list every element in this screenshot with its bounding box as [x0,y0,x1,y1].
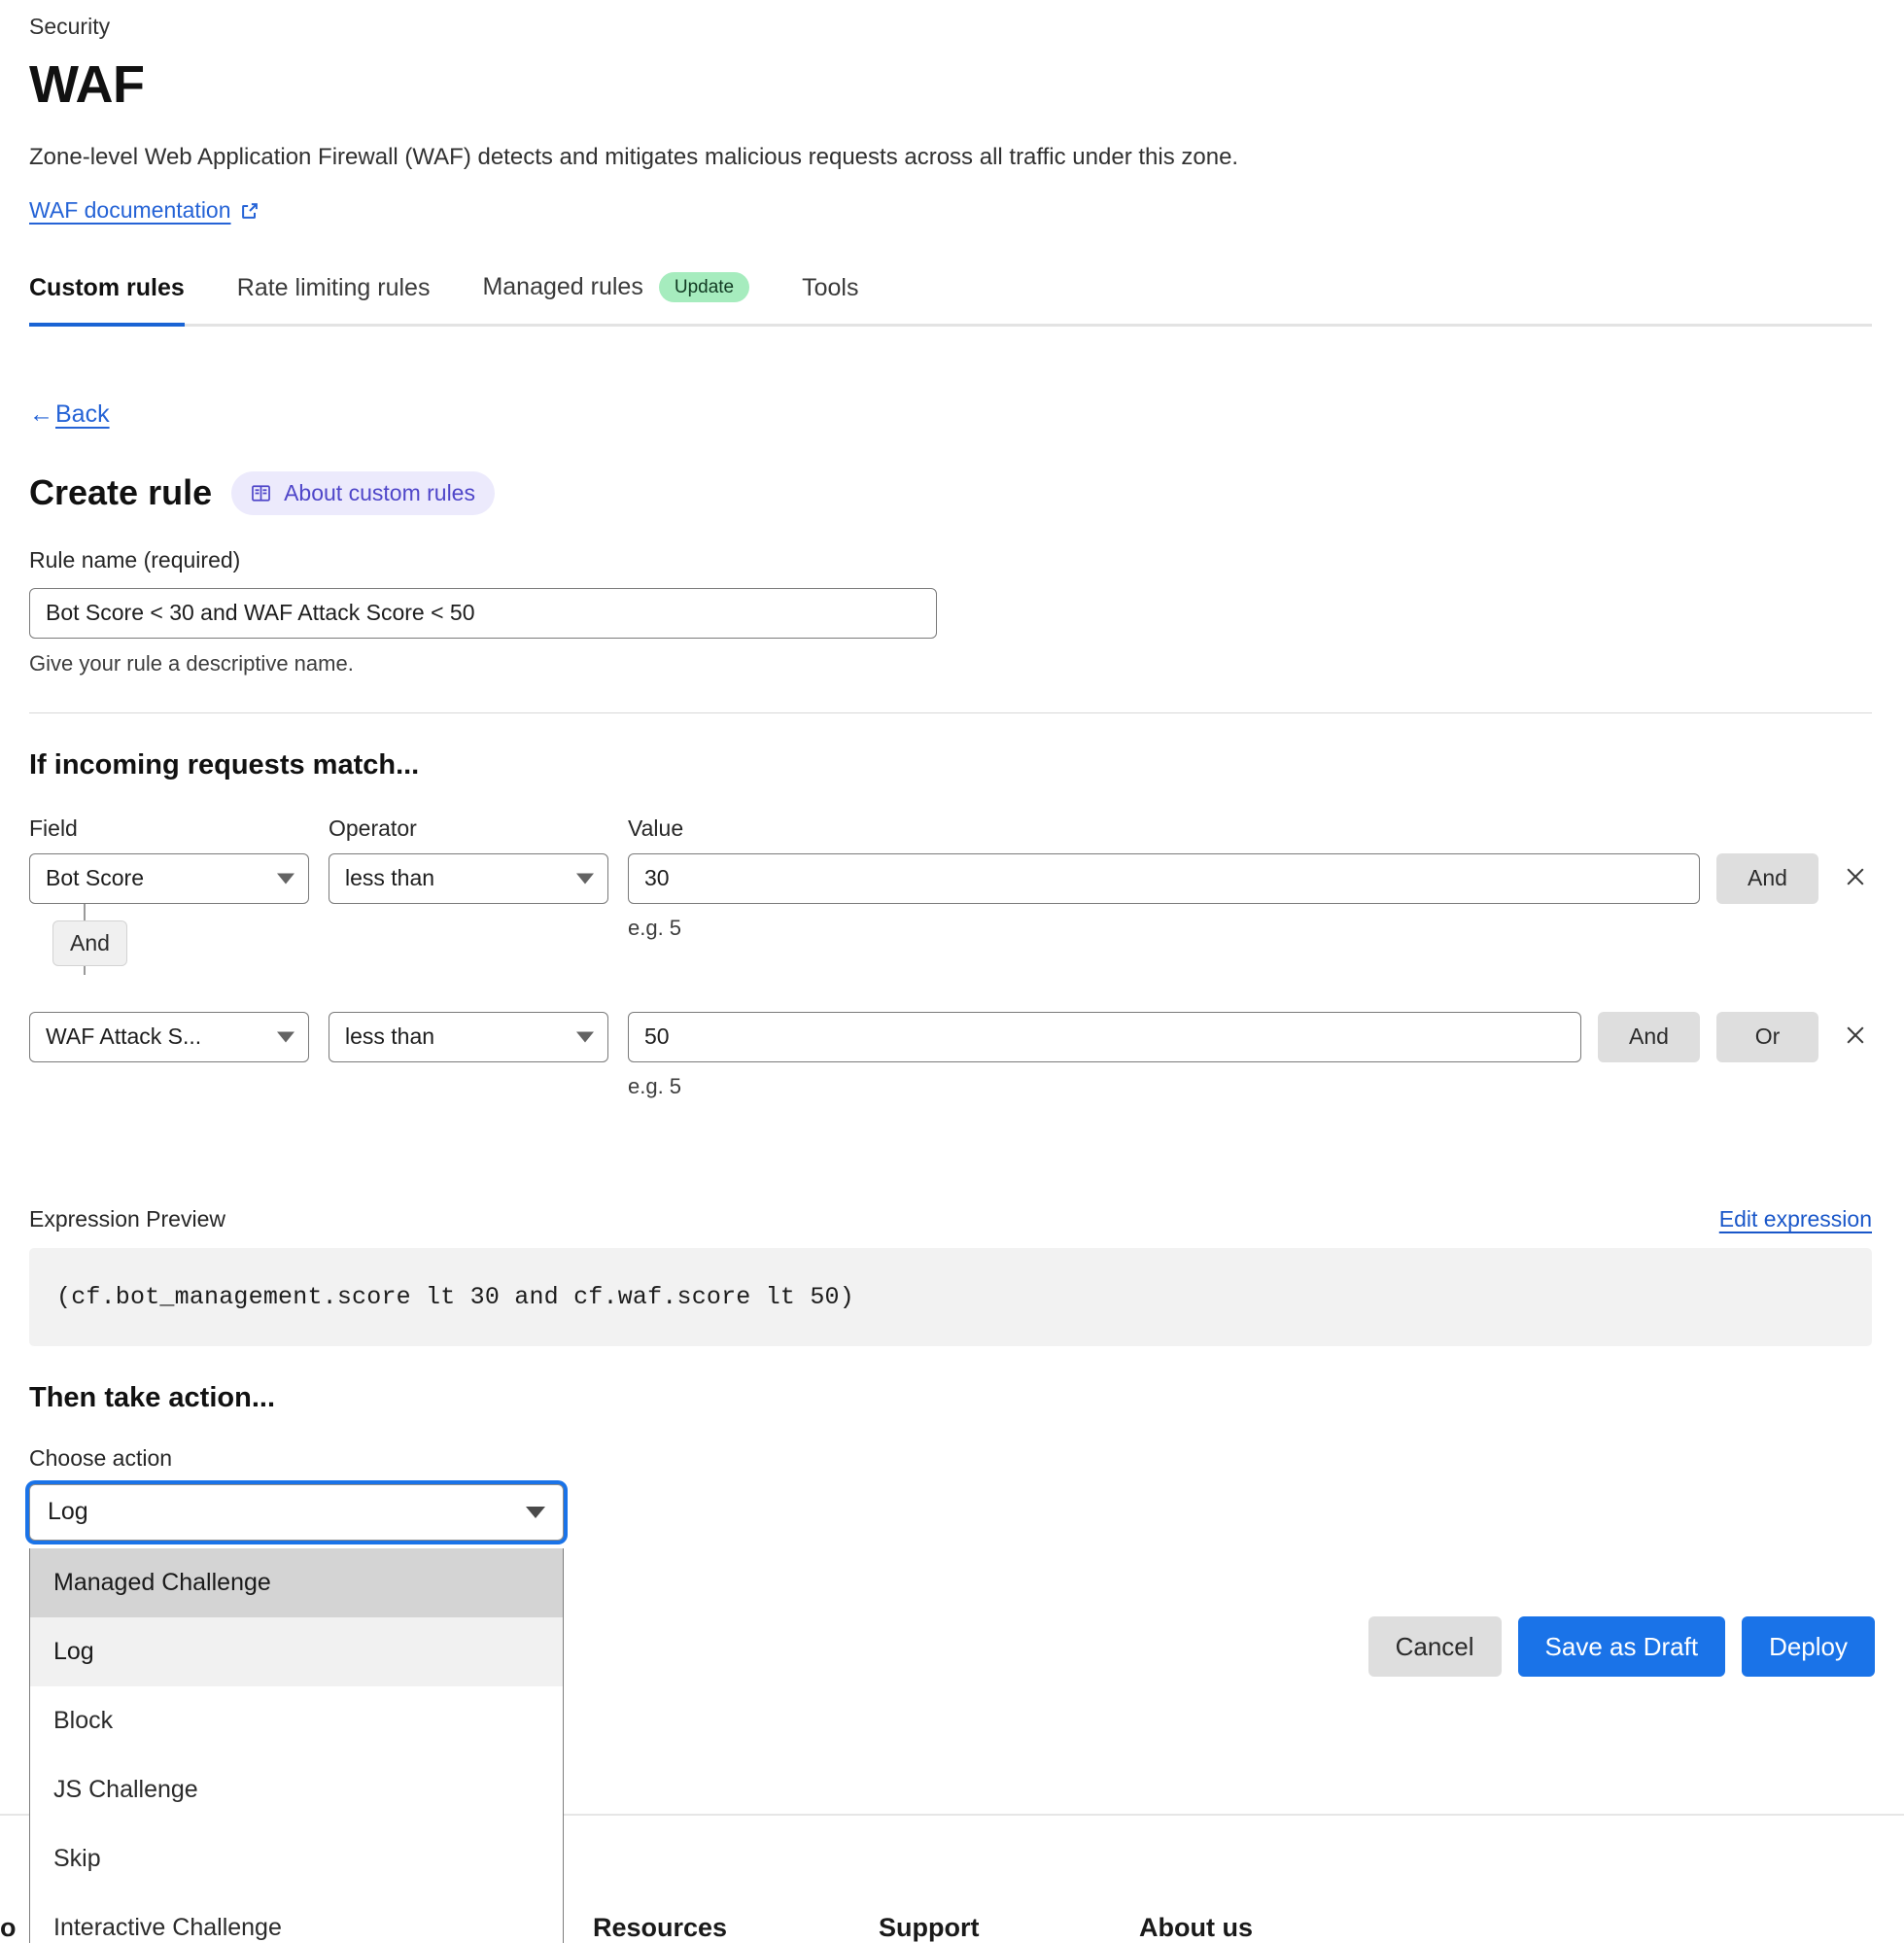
remove-condition-row-1[interactable] [1836,853,1875,904]
waf-documentation-label: WAF documentation [29,196,231,223]
rule-name-input[interactable] [29,587,937,639]
page-description: Zone-level Web Application Firewall (WAF… [29,144,1239,171]
cancel-button[interactable]: Cancel [1367,1616,1502,1677]
choose-action-selected-value: Log [48,1498,88,1526]
value-group-row-1: e.g. 5 [628,852,1700,941]
condition-group-and-chip[interactable]: And [52,919,127,966]
chevron-down-icon [277,1031,294,1043]
back-arrow-icon: ← [29,399,53,428]
choose-action-control: Log Managed Challenge Log Block JS Chall… [29,1483,564,1943]
choose-action-select[interactable]: Log [29,1483,564,1541]
action-option-log[interactable]: Log [30,1616,563,1686]
tab-rate-limiting-rules-label: Rate limiting rules [236,273,431,301]
value-group-row-2: e.g. 5 [628,1011,1581,1099]
action-section-title: Then take action... [29,1381,275,1413]
column-header-field: Field [29,815,78,841]
breadcrumb-security: Security [29,14,111,39]
tab-custom-rules-label: Custom rules [29,273,185,301]
tab-managed-rules-label: Managed rules [482,272,643,300]
section-divider [29,711,1872,713]
page-title: WAF [29,54,145,114]
condition-row: Bot Score less than e.g. 5 And [29,852,1875,941]
page-content: Security WAF Zone-level Web Application … [29,14,1875,1943]
external-link-icon [240,200,260,220]
choose-action-label: Choose action [29,1444,173,1471]
footer-column-heading-1: o [0,1913,17,1942]
field-select-row-1-value: Bot Score [46,865,144,891]
action-option-block[interactable]: Block [53,1706,114,1734]
waf-documentation-link[interactable]: WAF documentation [29,197,260,224]
back-label: Back [55,399,110,428]
field-select-row-2-value: WAF Attack S... [46,1024,202,1050]
operator-select-row-1-value: less than [345,865,435,891]
field-select-row-2[interactable]: WAF Attack S... [29,1011,309,1062]
expression-preview-code: (cf.bot_management.score lt 30 and cf.wa… [29,1247,1872,1346]
and-button-row-2[interactable]: And [1598,1011,1700,1062]
footer-column-heading-support: Support [879,1913,980,1942]
column-header-operator: Operator [329,815,417,841]
action-option-interactive-challenge[interactable]: Interactive Challenge [53,1913,282,1941]
value-input-row-1[interactable] [628,852,1700,904]
operator-select-row-1[interactable]: less than [329,852,608,904]
footer-column-heading-about-us: About us [1139,1913,1253,1942]
form-action-bar: Cancel Save as Draft Deploy [1367,1616,1875,1677]
about-custom-rules-label: About custom rules [284,479,475,505]
value-help-row-1: e.g. 5 [628,915,682,940]
tab-tools-label: Tools [802,273,859,301]
expression-preview-label: Expression Preview [29,1205,225,1232]
rule-name-help: Give your rule a descriptive name. [29,650,354,676]
chevron-down-icon [526,1506,545,1518]
operator-select-row-2[interactable]: less than [329,1011,608,1062]
tab-tools[interactable]: Tools [802,268,858,324]
tab-rate-limiting-rules[interactable]: Rate limiting rules [237,268,431,324]
condition-row: WAF Attack S... less than e.g. 5 And Or [29,1011,1875,1099]
action-option-js-challenge[interactable]: JS Challenge [53,1775,198,1803]
action-option-skip[interactable]: Skip [53,1844,101,1872]
close-icon [1843,1023,1868,1051]
save-as-draft-button[interactable]: Save as Draft [1517,1616,1726,1677]
action-option-managed-challenge[interactable]: Managed Challenge [30,1547,563,1617]
tab-bar: Custom rules Rate limiting rules Managed… [29,266,1872,327]
close-icon [1843,864,1868,892]
condition-column-headers: Field Operator Value [29,815,1875,842]
column-header-value: Value [628,815,684,841]
tab-custom-rules[interactable]: Custom rules [29,268,185,327]
edit-expression-link[interactable]: Edit expression [1718,1205,1872,1232]
chevron-down-icon [576,1031,594,1043]
rule-name-label: Rule name (required) [29,546,241,572]
condition-rows: And Bot Score less than e.g. 5 And [29,852,1875,1099]
back-link[interactable]: ← Back [29,400,110,429]
managed-rules-update-badge: Update [658,271,750,302]
create-rule-title: Create rule [29,472,213,513]
value-help-row-2: e.g. 5 [628,1073,682,1098]
choose-action-dropdown-menu: Managed Challenge Log Block JS Challenge… [29,1547,564,1943]
chevron-down-icon [576,873,594,885]
deploy-button[interactable]: Deploy [1742,1616,1875,1677]
book-icon [251,483,271,503]
chevron-down-icon [277,873,294,885]
operator-select-row-2-value: less than [345,1024,435,1050]
tab-managed-rules[interactable]: Managed rules Update [482,266,750,324]
page-footer: o Resources Support About us [0,1814,1904,1942]
value-input-row-2[interactable] [628,1011,1581,1062]
field-select-row-1[interactable]: Bot Score [29,852,309,904]
expression-preview-header: Expression Preview Edit expression [29,1206,1872,1232]
match-section-title: If incoming requests match... [29,748,420,781]
remove-condition-row-2[interactable] [1836,1012,1875,1062]
footer-column-heading-resources: Resources [593,1913,728,1942]
create-rule-header: Create rule About custom rules [29,470,1875,515]
about-custom-rules-pill[interactable]: About custom rules [231,470,495,515]
or-button-row-2[interactable]: Or [1716,1011,1818,1062]
and-button-row-1[interactable]: And [1716,852,1818,904]
footer-columns: o Resources Support About us [0,1913,1904,1943]
